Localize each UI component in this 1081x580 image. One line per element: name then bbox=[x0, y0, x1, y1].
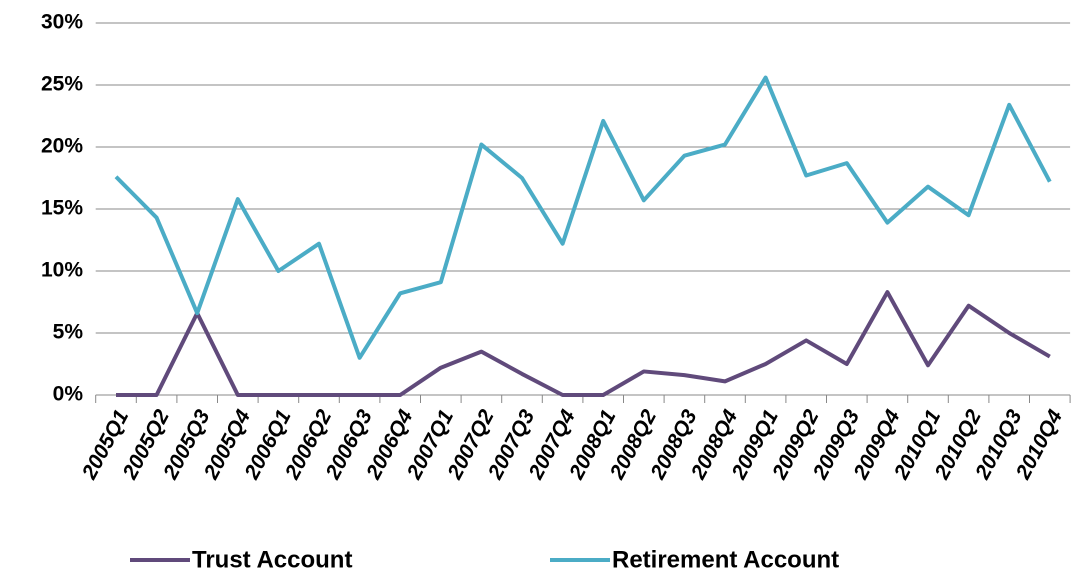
y-tick-label: 15% bbox=[41, 197, 83, 220]
y-tick-label: 10% bbox=[41, 259, 83, 282]
y-tick-label: 25% bbox=[41, 73, 83, 96]
y-tick-label: 5% bbox=[53, 321, 84, 344]
series-line bbox=[116, 290, 1051, 397]
y-tick-label: 30% bbox=[41, 11, 83, 34]
legend-label: Retirement Account bbox=[612, 546, 839, 573]
series-line bbox=[114, 75, 1052, 360]
y-tick-label: 0% bbox=[53, 383, 84, 406]
legend-label: Trust Account bbox=[192, 546, 352, 573]
y-tick-label: 20% bbox=[41, 135, 83, 158]
